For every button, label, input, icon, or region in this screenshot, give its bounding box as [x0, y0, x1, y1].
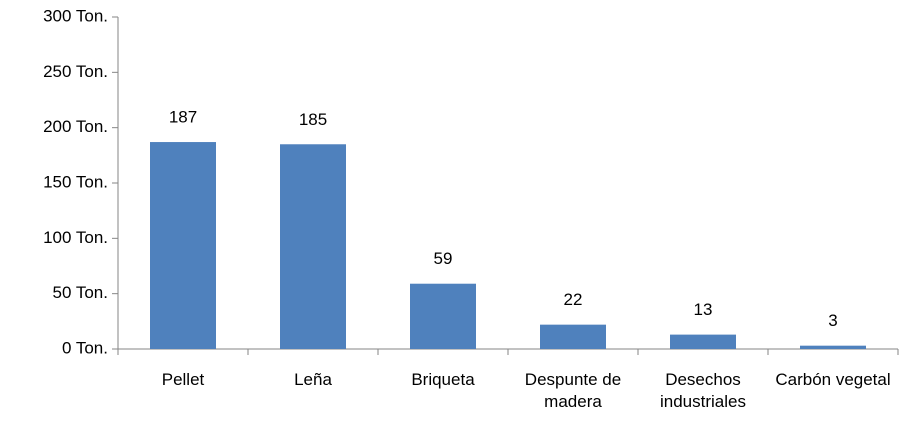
data-label: 13 — [694, 300, 713, 319]
x-tick-label: Pellet — [161, 370, 205, 389]
x-tick-label: Desechos industriales — [660, 370, 746, 411]
bar — [410, 283, 476, 349]
x-tick-label: Despunte de madera — [524, 370, 622, 411]
x-tick-label: Briqueta — [411, 370, 475, 389]
y-tick-label: 200 Ton. — [43, 117, 108, 136]
data-label: 185 — [299, 110, 327, 129]
y-tick-label: 50 Ton. — [53, 283, 108, 302]
bar — [280, 144, 346, 349]
x-tick-label: Leña — [294, 370, 332, 389]
y-tick-label: 150 Ton. — [43, 172, 108, 191]
data-label: 22 — [564, 290, 583, 309]
data-label: 59 — [434, 249, 453, 268]
bar — [800, 345, 866, 349]
y-tick-label: 300 Ton. — [43, 6, 108, 25]
y-tick-label: 100 Ton. — [43, 228, 108, 247]
bar — [540, 324, 606, 349]
y-tick-label: 0 Ton. — [62, 338, 108, 357]
data-label: 3 — [828, 311, 837, 330]
x-tick-label: Carbón vegetal — [775, 370, 891, 389]
data-label: 187 — [169, 108, 197, 127]
bar — [150, 142, 216, 349]
bar — [670, 334, 736, 349]
y-tick-label: 250 Ton. — [43, 62, 108, 81]
